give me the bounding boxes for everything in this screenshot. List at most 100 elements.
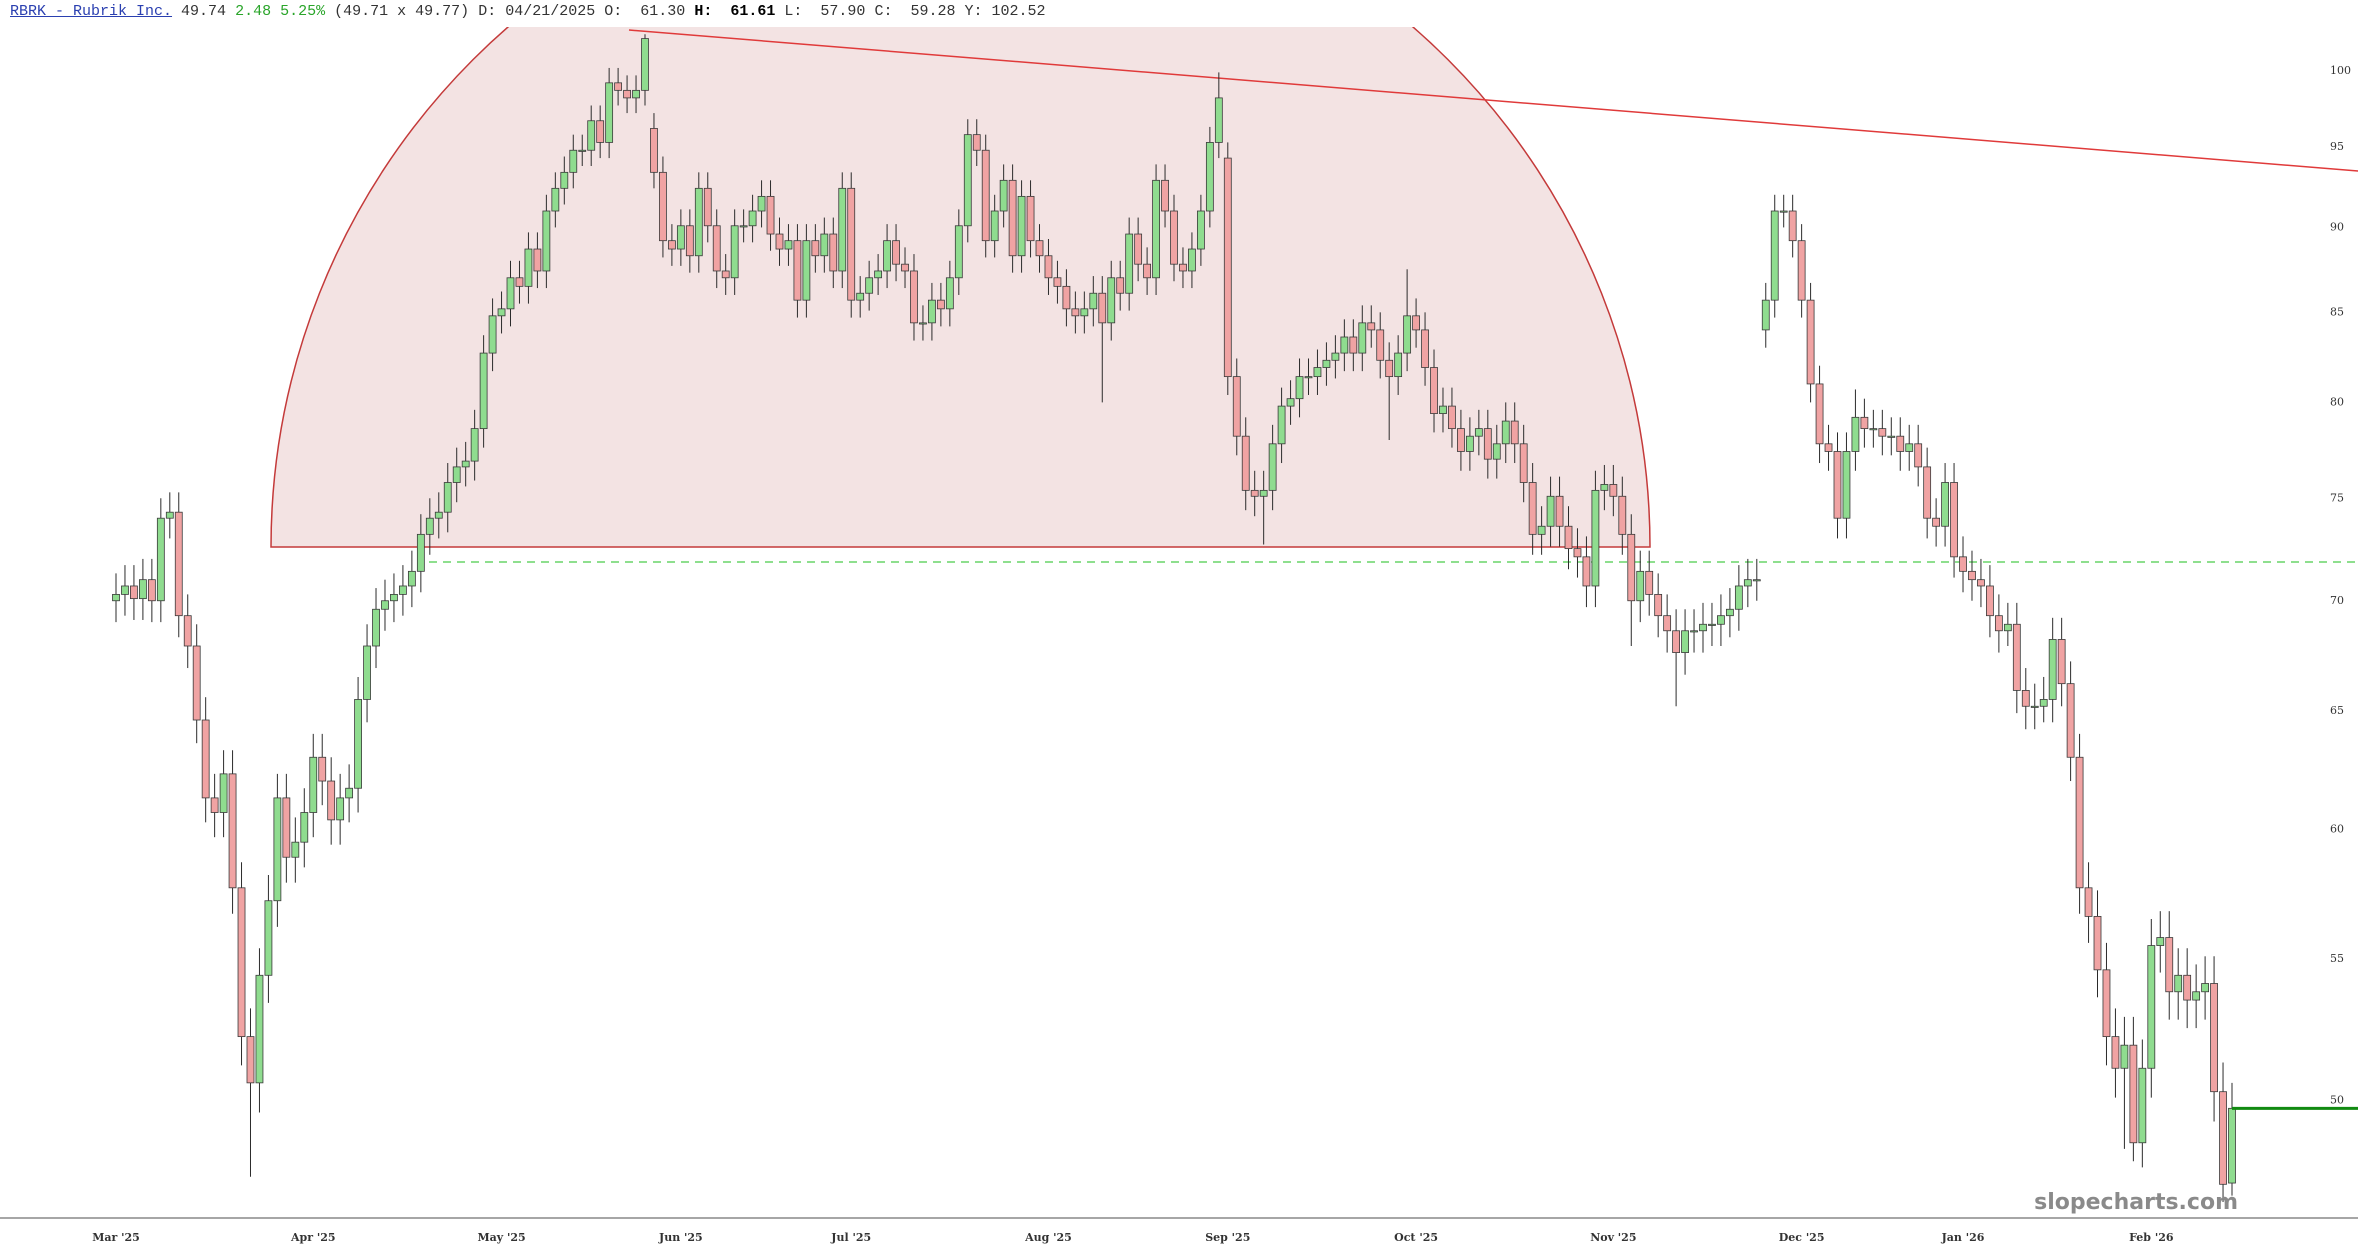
candle-body xyxy=(1143,263,1152,279)
candle-body xyxy=(452,466,461,483)
candle-body xyxy=(1815,383,1824,445)
candle-body xyxy=(721,270,730,279)
candle-body xyxy=(1430,367,1438,414)
candle-body xyxy=(327,780,336,821)
candle-body xyxy=(2003,623,2012,632)
bid-ask: (49.71 x 49.77) xyxy=(334,3,470,20)
y-tick-label: 60 xyxy=(2330,823,2344,836)
candle-body xyxy=(1340,336,1349,354)
symbol-link[interactable]: RBRK - Rubrik Inc. xyxy=(10,3,173,20)
candle-body xyxy=(425,517,434,535)
candle-body xyxy=(282,797,291,858)
candle-body xyxy=(1331,352,1340,361)
candle-body xyxy=(919,322,927,325)
candle-body xyxy=(1977,579,1985,587)
y-tick-label: 55 xyxy=(2330,952,2344,965)
candle-body xyxy=(2012,623,2021,691)
watermark: slopecharts.com xyxy=(2034,1190,2238,1215)
candle-body xyxy=(2066,683,2075,758)
candle-body xyxy=(1277,405,1286,445)
candle-body xyxy=(533,248,542,272)
candle-body xyxy=(1555,495,1564,527)
x-tick-label: Apr '25 xyxy=(290,1231,336,1244)
candle-body xyxy=(1403,315,1412,354)
x-tick-label: Mar '25 xyxy=(92,1231,140,1244)
candle-body xyxy=(874,270,883,279)
candle-body xyxy=(1663,615,1672,632)
candle-body xyxy=(363,645,371,700)
candle-body xyxy=(1125,233,1134,294)
candle-body xyxy=(596,120,605,143)
candle-body xyxy=(2102,969,2111,1038)
candle-body xyxy=(1654,593,1663,617)
candle-body xyxy=(766,195,775,235)
candle-body xyxy=(1573,548,1582,558)
candle-body xyxy=(1053,277,1062,287)
candle-body xyxy=(1672,630,1681,653)
candle-body xyxy=(1842,451,1851,519)
candle-body xyxy=(237,887,246,1038)
candle-body xyxy=(605,82,614,143)
candle-body xyxy=(685,225,694,257)
candle-body xyxy=(228,773,237,889)
candle-body xyxy=(542,210,551,272)
high: 61.61 xyxy=(730,3,776,20)
candle-body xyxy=(390,593,398,602)
candle-body xyxy=(775,233,784,250)
candle-body xyxy=(138,579,147,600)
candle-body xyxy=(1564,525,1573,550)
candle-body xyxy=(1098,292,1107,324)
candle-body xyxy=(1179,263,1187,272)
year-high: 102.52 xyxy=(991,3,1046,20)
candle-body xyxy=(1214,97,1223,143)
candle-body xyxy=(246,1036,255,1084)
candle-body xyxy=(291,841,300,858)
candle-body xyxy=(981,149,990,242)
candle-body xyxy=(336,797,345,821)
candle-body xyxy=(1465,435,1474,452)
candle-body xyxy=(829,233,838,272)
candle-body xyxy=(1170,210,1178,265)
candle-body xyxy=(2093,915,2102,971)
candle-body xyxy=(1268,443,1277,491)
candle-body xyxy=(1681,630,1689,653)
close-label: C: xyxy=(874,3,893,20)
candle-body xyxy=(434,511,443,519)
candle-body xyxy=(703,187,712,227)
candle-body xyxy=(1851,416,1860,452)
candle-body xyxy=(121,585,129,595)
candle-body xyxy=(2156,937,2165,946)
candle-body xyxy=(1582,556,1591,587)
candle-body xyxy=(461,460,470,468)
candle-body xyxy=(443,482,452,513)
candle-body xyxy=(793,240,802,301)
y-tick-label: 80 xyxy=(2330,395,2344,408)
candle-body xyxy=(1107,277,1116,324)
x-tick-label: Oct '25 xyxy=(1394,1231,1438,1244)
candle-body xyxy=(174,511,183,617)
candle-body xyxy=(515,277,524,287)
candle-body xyxy=(560,171,569,189)
candle-body xyxy=(1188,248,1196,272)
candle-body xyxy=(372,608,380,647)
candle-body xyxy=(1241,435,1250,491)
candle-body xyxy=(1017,195,1026,257)
x-tick-label: Jan '26 xyxy=(1941,1231,1985,1244)
year-high-label: Y: xyxy=(964,3,983,20)
candle-body xyxy=(1492,443,1501,460)
candle-body xyxy=(2030,705,2039,708)
candle-body xyxy=(479,352,488,430)
candle-body xyxy=(210,797,219,813)
candle-body xyxy=(470,428,479,462)
arc-pattern xyxy=(270,27,1651,548)
candle-body xyxy=(354,699,362,789)
candle-body xyxy=(1797,240,1806,301)
candle-body xyxy=(748,210,757,227)
candle-body xyxy=(712,225,721,272)
candle-body xyxy=(820,233,829,257)
candle-body xyxy=(1779,210,1788,213)
candle-body xyxy=(2048,639,2057,700)
candle-body xyxy=(1062,285,1071,310)
candle-body xyxy=(623,89,631,99)
open-label: O: xyxy=(604,3,623,20)
